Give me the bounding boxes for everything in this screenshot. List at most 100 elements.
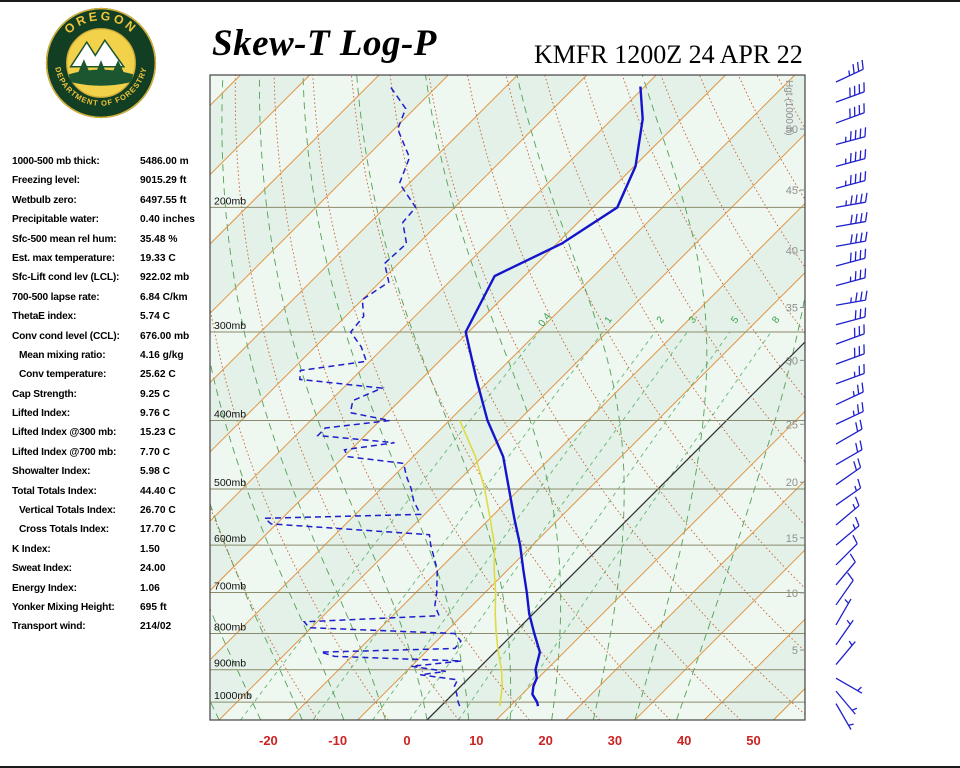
isotherm-band [210,75,805,720]
index-value: 5.74 C [140,311,171,323]
index-value: 17.70 C [140,524,176,536]
height-label: 50 [786,124,798,136]
index-row: 1000-500 mb thick: 5486.00 m [12,156,214,175]
x-axis-temp-label: 0 [403,733,410,748]
pressure-label: 800mb [214,622,246,634]
index-value: 6497.55 ft [140,194,187,206]
mixing-ratio-label: 5 [729,314,741,325]
x-axis-temp-label: 20 [538,733,552,748]
temperature-trace [464,86,644,707]
index-row: Lifted Index: 9.76 C [12,408,214,427]
index-value: 1.06 [140,582,160,594]
dry-adiabat-line [467,75,805,652]
wind-barb [835,324,865,345]
index-row: Sfc-Lift cond lev (LCL): 922.02 mb [12,272,214,291]
wind-barb [835,103,865,124]
isotherm-line [843,75,960,720]
isotherm-line [210,75,796,661]
dry-adiabat-line [389,75,742,720]
index-label: Yonker Mixing Height: [12,601,115,613]
moist-adiabat-line [221,75,386,720]
wind-barb [835,231,868,247]
index-row: Precipitable water: 0.40 inches [12,214,214,233]
wind-barb [835,458,862,486]
chart-border [209,74,806,721]
dry-adiabat-line [234,75,460,720]
wind-barb [835,703,854,730]
index-label: 1000-500 mb thick: [12,156,100,167]
moist-adiabat-line [258,75,428,720]
wind-barb [835,82,865,103]
index-value: 44.40 C [140,485,176,497]
index-value: 9015.29 ft [140,175,187,187]
index-value: 4.16 g/kg [140,349,184,361]
index-label: Est. max temperature: [12,252,115,264]
index-label: Conv cond level (CCL): [12,330,120,342]
isotherm-line [357,271,805,720]
mixing-ratio-line [240,331,540,720]
dry-adiabat-line [505,75,805,589]
index-row: Wetbulb zero: 6497.55 ft [12,195,214,214]
wind-barb [835,290,868,306]
height-label: 5 [792,645,798,657]
index-row: Vertical Totals Index: 26.70 C [12,505,214,524]
index-row: Cross Totals Index: 17.70 C [12,524,214,543]
pressure-label: 300mb [214,320,246,332]
wind-barb [835,307,867,326]
index-label: Transport wind: [12,621,86,633]
index-label: Vertical Totals Index: [19,505,116,517]
wind-barb [835,572,854,606]
index-row: ThetaE index: 5.74 C [12,311,214,330]
index-label: Lifted Index: [12,408,70,420]
index-value: 5.98 C [140,466,171,478]
isotherm-line [218,133,805,720]
index-value: 19.33 C [140,252,176,264]
wind-barb [835,382,864,406]
index-label: 700-500 lapse rate: [12,291,100,303]
dry-adiabat-line [210,505,319,720]
index-label: Freezing level: [12,175,80,187]
index-row: Sfc-500 mean rel hum: 35.48 % [12,234,214,253]
dry-adiabat-line [428,75,805,716]
isotherm-line [288,202,805,720]
index-label: Sweat Index: [12,563,72,575]
index-row: Conv cond level (CCL): 676.00 mb [12,331,214,350]
wind-barb [835,598,852,626]
index-row: Yonker Mixing Height: 695 ft [12,602,214,621]
index-label: Sfc-Lift cond lev (LCL): [12,272,120,284]
moist-adiabat-line [210,607,262,720]
isotherm-line [634,549,805,720]
isotherm-line [210,75,380,245]
index-label: Showalter Index: [12,466,91,478]
height-label: 30 [786,355,798,367]
index-value: 7.70 C [140,446,171,458]
index-row: Cap Strength: 9.25 C [12,389,214,408]
isotherm-line [565,479,805,720]
wind-barb [835,268,867,287]
wind-barb [835,419,863,445]
wind-barb [835,478,862,506]
index-label: Cap Strength: [12,388,77,400]
mixing-ratio-label: 8 [770,314,782,325]
index-value: 1.50 [140,543,160,555]
wind-barb [835,402,864,425]
wind-barb [835,127,867,146]
index-label: Total Totals Index: [12,485,97,497]
wind-barb [835,619,854,646]
pressure-label: 500mb [214,477,246,489]
height-label: 35 [786,303,798,315]
index-value: 5486.00 m [140,156,189,167]
index-value: 24.00 [140,563,166,575]
logo-gold-rim [45,7,157,119]
logo-mountain-scene [68,38,134,86]
index-value: 15.23 C [140,427,176,439]
wind-barb [835,344,865,365]
index-label: ThetaE index: [12,311,77,323]
x-axis-temp-label: 50 [746,733,760,748]
index-value: 25.62 C [140,369,176,381]
mixing-ratio-line [312,331,604,720]
wind-barb [835,248,867,267]
index-row: Sweat Index: 24.00 [12,563,214,582]
index-value: 9.76 C [140,408,171,420]
wind-barb [835,496,860,526]
